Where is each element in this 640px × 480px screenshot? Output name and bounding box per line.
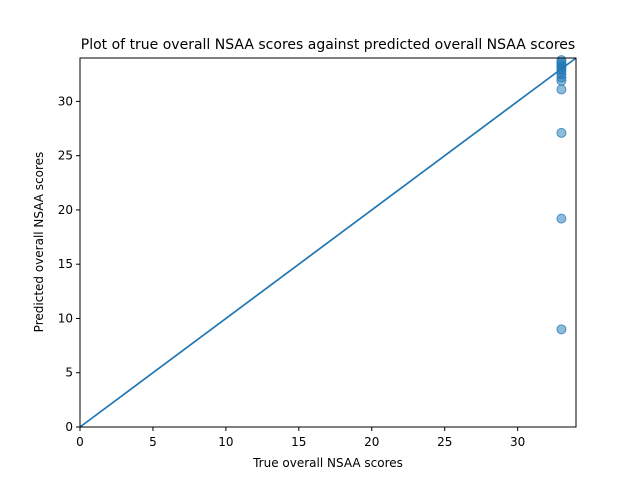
- x-tick-label: 15: [291, 435, 306, 449]
- identity-reference-line: [79, 57, 577, 428]
- y-tick-10: 10: [58, 311, 80, 325]
- x-tick-10: 10: [218, 427, 234, 449]
- y-tick-label: 5: [65, 366, 73, 380]
- x-tick-label: 10: [218, 435, 233, 449]
- y-tick-label: 10: [58, 311, 73, 325]
- y-tick-label: 0: [65, 420, 73, 434]
- x-tick-30: 30: [510, 427, 525, 449]
- y-tick-25: 25: [58, 149, 80, 163]
- y-axis-label: Predicted overall NSAA scores: [32, 152, 46, 333]
- x-tick-label: 25: [437, 435, 452, 449]
- x-tick-label: 0: [76, 435, 84, 449]
- x-tick-15: 15: [291, 427, 306, 449]
- x-tick-label: 5: [149, 435, 157, 449]
- y-tick-label: 25: [58, 149, 73, 163]
- y-tick-label: 20: [58, 203, 73, 217]
- scatter-point-2: [556, 127, 567, 138]
- plot-frame: [79, 57, 577, 428]
- x-tick-25: 25: [437, 427, 452, 449]
- scatter-point-0: [556, 324, 567, 335]
- x-tick-label: 30: [510, 435, 525, 449]
- y-tick-label: 15: [58, 257, 73, 271]
- x-axis-label: True overall NSAA scores: [252, 456, 403, 470]
- x-tick-0: 0: [76, 427, 84, 449]
- y-tick-30: 30: [58, 94, 80, 108]
- scatter-point-3: [556, 84, 567, 95]
- x-tick-label: 20: [364, 435, 379, 449]
- y-axis-ticks: 0 5 10 15 20 25 30: [58, 94, 80, 434]
- y-tick-5: 5: [65, 366, 80, 380]
- y-tick-0: 0: [65, 420, 80, 434]
- y-tick-20: 20: [58, 203, 80, 217]
- scatter-point-1: [556, 213, 567, 224]
- x-tick-5: 5: [149, 427, 157, 449]
- y-tick-15: 15: [58, 257, 80, 271]
- x-tick-20: 20: [364, 427, 379, 449]
- chart-title: Plot of true overall NSAA scores against…: [81, 37, 575, 53]
- y-tick-label: 30: [58, 94, 73, 108]
- scatter-point-12: [556, 55, 567, 66]
- x-axis-ticks: 0 5 10 15 20 25 30: [76, 427, 525, 449]
